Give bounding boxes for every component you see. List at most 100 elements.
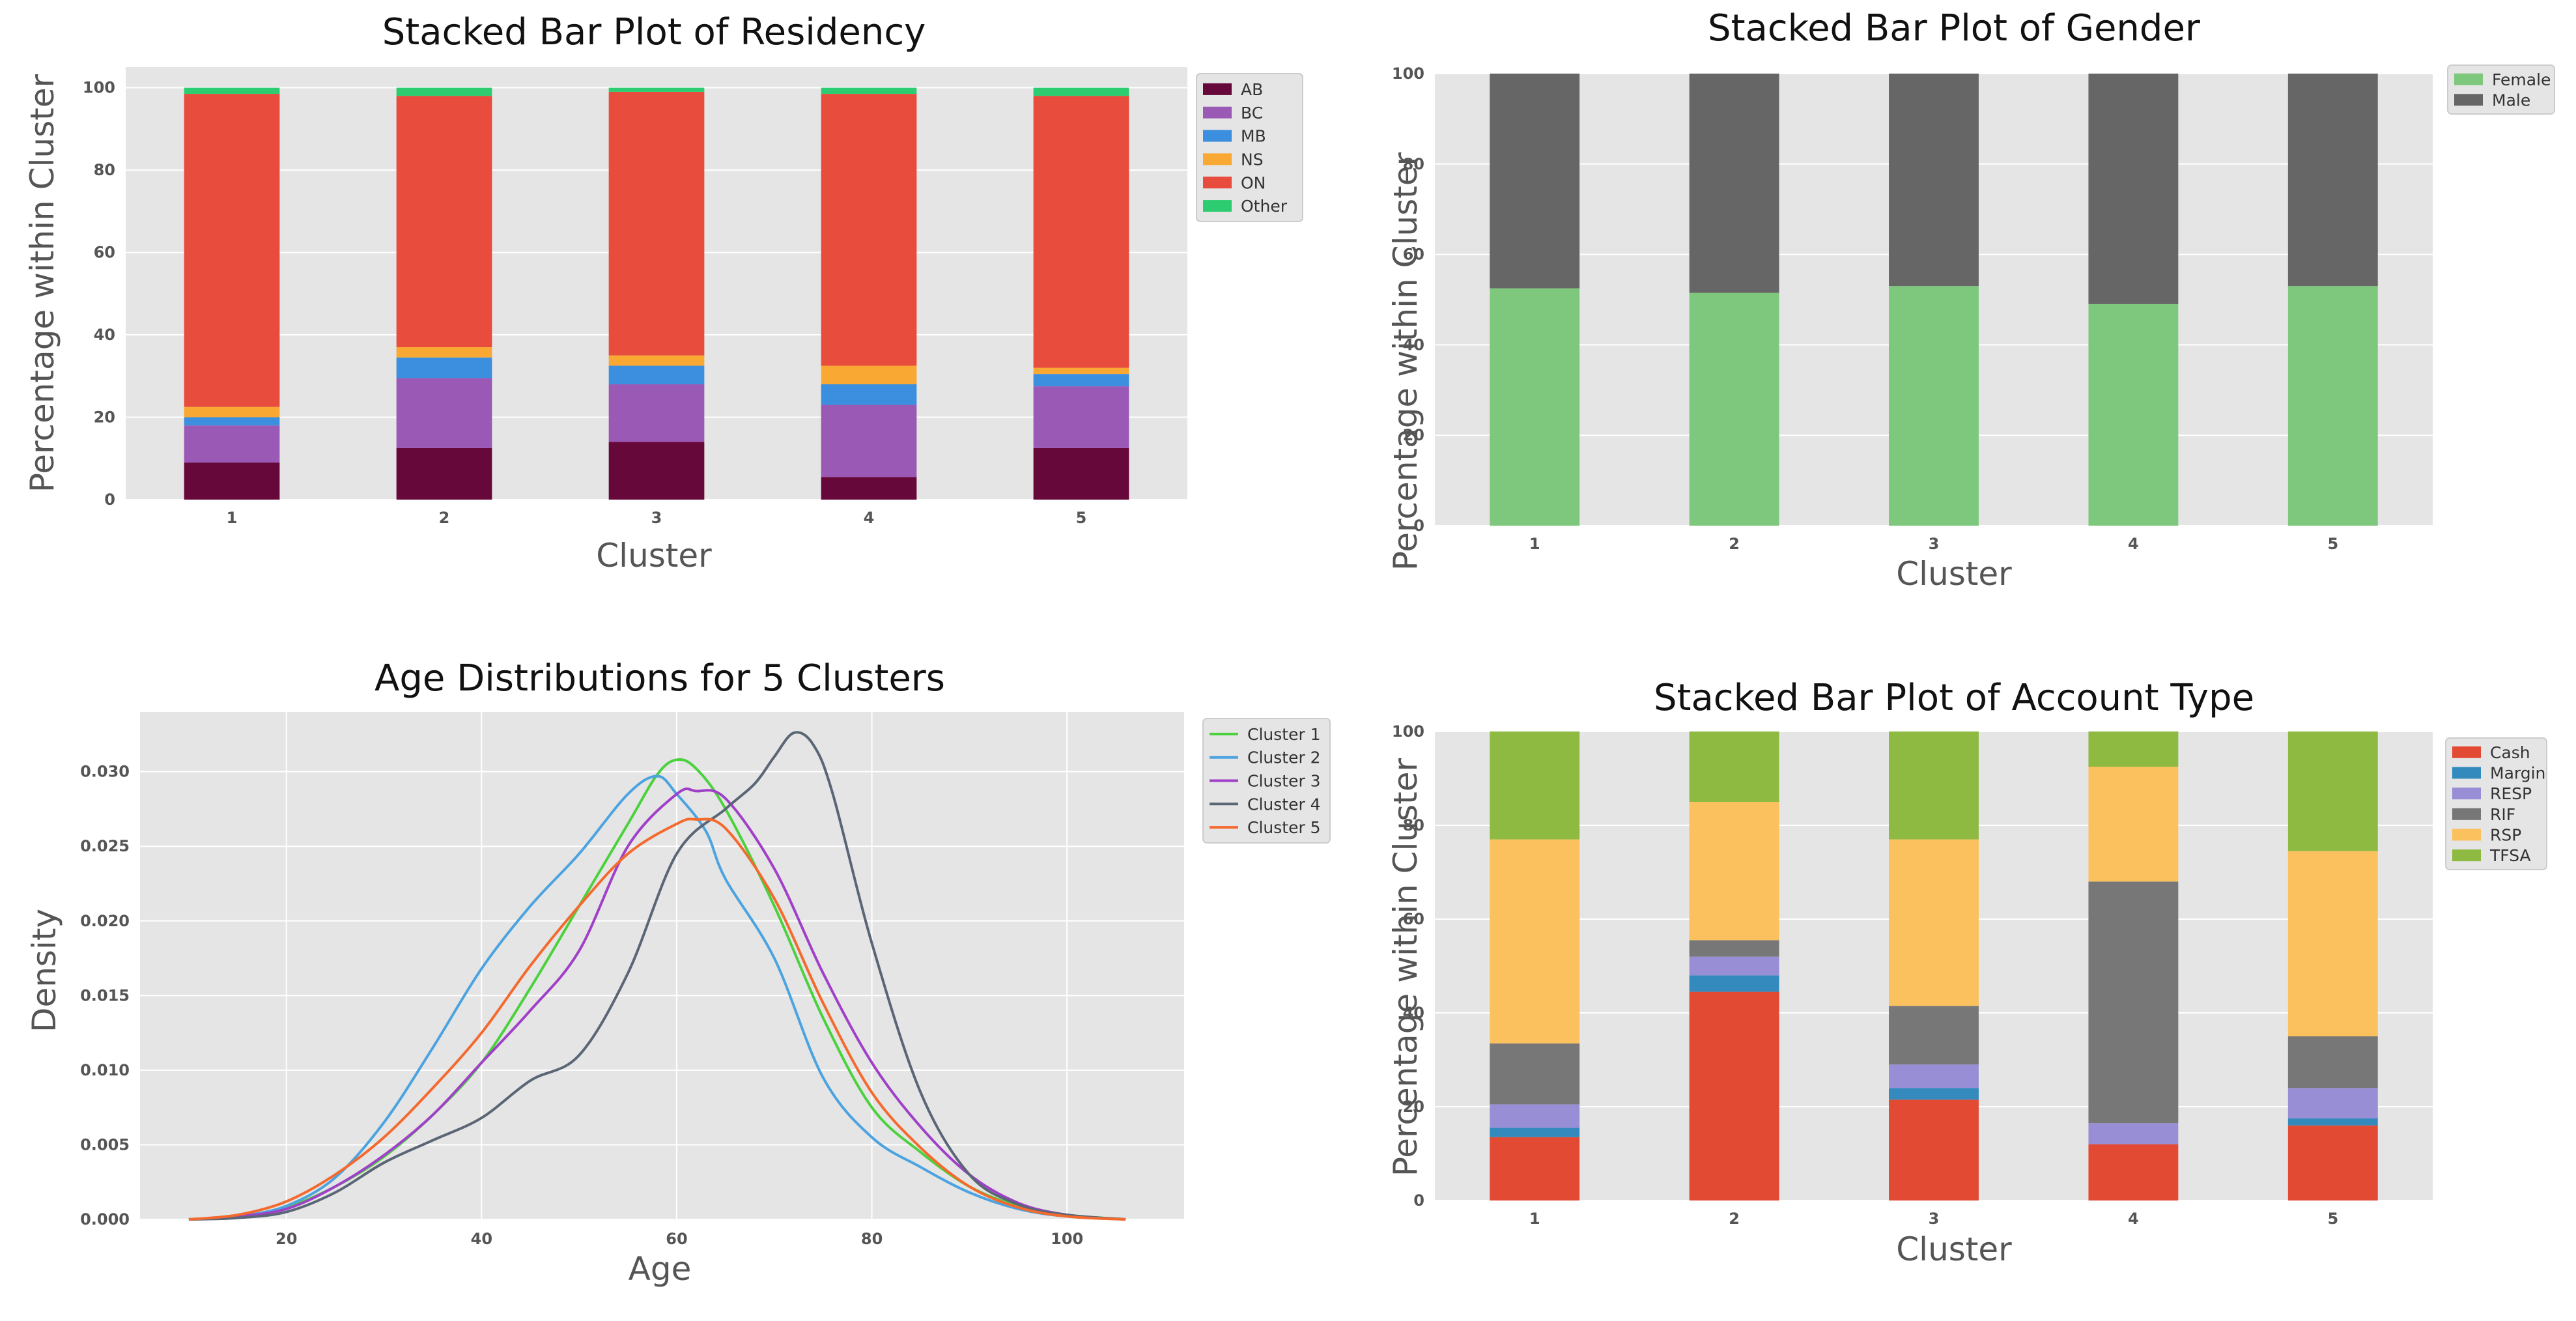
bar-segment-mb <box>184 417 280 426</box>
x-tick-label: 4 <box>2128 535 2139 553</box>
x-tick-label: 1 <box>227 509 238 527</box>
x-tick-label: 2 <box>1729 535 1740 553</box>
legend-swatch <box>2452 849 2481 862</box>
x-tick-label: 5 <box>2327 535 2338 553</box>
bar-segment-cash <box>1889 1100 1979 1200</box>
bar-segment-ns <box>396 347 492 358</box>
x-axis-label: Age <box>629 1250 692 1288</box>
x-tick-label: 3 <box>1929 535 1940 553</box>
bar-segment-ab <box>396 447 492 500</box>
line-cluster-5 <box>188 817 1126 1221</box>
y-tick-label: 0.015 <box>80 986 130 1004</box>
legend-label: Other <box>1241 197 1288 216</box>
x-tick-label: 4 <box>2128 1210 2139 1228</box>
y-tick-label: 40 <box>94 326 115 344</box>
bar-segment-ns <box>184 406 280 418</box>
bar-segment-male <box>2088 74 2179 304</box>
x-tick-label: 20 <box>276 1230 297 1248</box>
y-tick-label: 80 <box>1403 816 1424 834</box>
y-tick-label: 60 <box>94 244 115 262</box>
legend-label: Cluster 1 <box>1247 725 1321 744</box>
bar-segment-other <box>184 87 280 94</box>
bar-segment-male <box>1490 74 1580 289</box>
bar-segment-male <box>1889 74 1979 287</box>
bar-segment-on <box>184 94 280 407</box>
y-tick-label: 40 <box>1403 1004 1424 1022</box>
y-tick-label: 80 <box>1403 155 1424 173</box>
x-tick-label: 2 <box>1729 1210 1740 1228</box>
legend-swatch <box>2452 829 2481 841</box>
x-tick-label: 2 <box>439 509 450 527</box>
legend-label: BC <box>1241 104 1263 122</box>
y-tick-label: 20 <box>94 408 115 427</box>
bar-segment-resp <box>1689 956 1779 976</box>
bar-segment-male <box>2287 74 2378 287</box>
x-tick-label: 80 <box>861 1230 883 1248</box>
x-axis-label: Cluster <box>1896 555 2012 593</box>
bar-segment-other <box>821 87 917 94</box>
legend-swatch <box>2452 746 2481 758</box>
bar-segment-female <box>1689 292 1779 526</box>
y-axis-label: Percentage within Cluster <box>1387 758 1424 1176</box>
y-tick-label: 0 <box>1413 517 1424 535</box>
y-axis-label: Percentage within Cluster <box>1387 152 1424 571</box>
chart-age: 0.000 0.005 0.010 0.015 0.020 0.025 0.030 20 40 6… <box>25 657 1331 1288</box>
bar-segment-tfsa <box>1689 732 1779 802</box>
bar-segment-ab <box>184 462 280 500</box>
bar-segment-rif <box>2088 881 2179 1124</box>
x-tick-label: 60 <box>666 1230 687 1248</box>
legend-label: ON <box>1241 173 1266 192</box>
legend-swatch <box>2454 73 2483 85</box>
line-cluster-2 <box>188 774 1126 1221</box>
x-tick-label: 3 <box>1929 1210 1940 1228</box>
y-tick-label: 100 <box>83 79 115 97</box>
bar-segment-ab <box>608 442 705 500</box>
bar-segment-mb <box>1033 374 1129 387</box>
legend-swatch <box>2452 808 2481 820</box>
legend: Female Male <box>2447 64 2555 115</box>
legend-label: RSP <box>2490 826 2521 845</box>
y-axis-label: Percentage within Cluster <box>23 74 61 492</box>
bar-segment-margin <box>2287 1118 2378 1126</box>
bar-segment-resp <box>1889 1064 1979 1088</box>
legend: AB BC MB NS ON Other <box>1196 73 1303 222</box>
chart-title: Age Distributions for 5 Clusters <box>375 657 945 700</box>
bar-segment-rif <box>1889 1006 1979 1065</box>
bar-segment-margin <box>1490 1128 1580 1137</box>
bar-segment-rif <box>1490 1043 1580 1105</box>
bar-segment-bc <box>608 384 705 442</box>
bar-segment-cash <box>1490 1137 1580 1200</box>
legend-label: Cluster 3 <box>1247 772 1321 791</box>
y-tick-label: 60 <box>1403 246 1424 264</box>
legend-label: RIF <box>2490 805 2515 824</box>
line-cluster-4 <box>188 731 1126 1221</box>
bar-segment-female <box>1490 288 1580 526</box>
y-tick-label: 100 <box>1392 722 1424 741</box>
legend-swatch <box>1203 130 1232 142</box>
x-tick-label: 1 <box>1529 535 1540 553</box>
chart-residency: 0 20 40 60 80 100 1 2 3 4 5 Stacked Bar Plot of Res… <box>23 11 1303 575</box>
bar-segment-cash <box>1689 991 1779 1200</box>
legend: Cluster 1 Cluster 2 Cluster 3 Cluster 4 Clus… <box>1202 718 1331 844</box>
y-tick-label: 0 <box>1413 1191 1424 1210</box>
bar-segment-ns <box>608 355 705 366</box>
chart-title: Stacked Bar Plot of Gender <box>1708 7 2201 50</box>
legend-label: Cluster 2 <box>1247 748 1321 767</box>
plot-area <box>140 712 1184 1219</box>
bar-segment-cash <box>2088 1144 2179 1200</box>
bar-segment-bc <box>1033 386 1129 448</box>
y-tick-label: 100 <box>1392 64 1424 83</box>
y-tick-label: 0.010 <box>80 1061 130 1079</box>
bar-segment-bc <box>396 378 492 448</box>
y-tick-label: 20 <box>1403 1098 1424 1116</box>
chart-account: 0 20 40 60 80 100 1 2 3 4 5 Stacked Bar Plot of Acc… <box>1387 677 2547 1268</box>
bar-segment-ab <box>1033 447 1129 500</box>
legend-label: Margin <box>2490 764 2545 783</box>
chart-gender: 0 20 40 60 80 100 1 2 3 4 5 Stacked Bar Plot of Gen… <box>1387 7 2555 593</box>
bar-segment-tfsa <box>2088 732 2179 767</box>
y-tick-label: 0 <box>104 490 115 509</box>
y-tick-label: 80 <box>94 161 115 179</box>
bar-segment-female <box>2287 286 2378 526</box>
legend-swatch <box>1203 153 1232 165</box>
x-tick-label: 1 <box>1529 1210 1540 1228</box>
